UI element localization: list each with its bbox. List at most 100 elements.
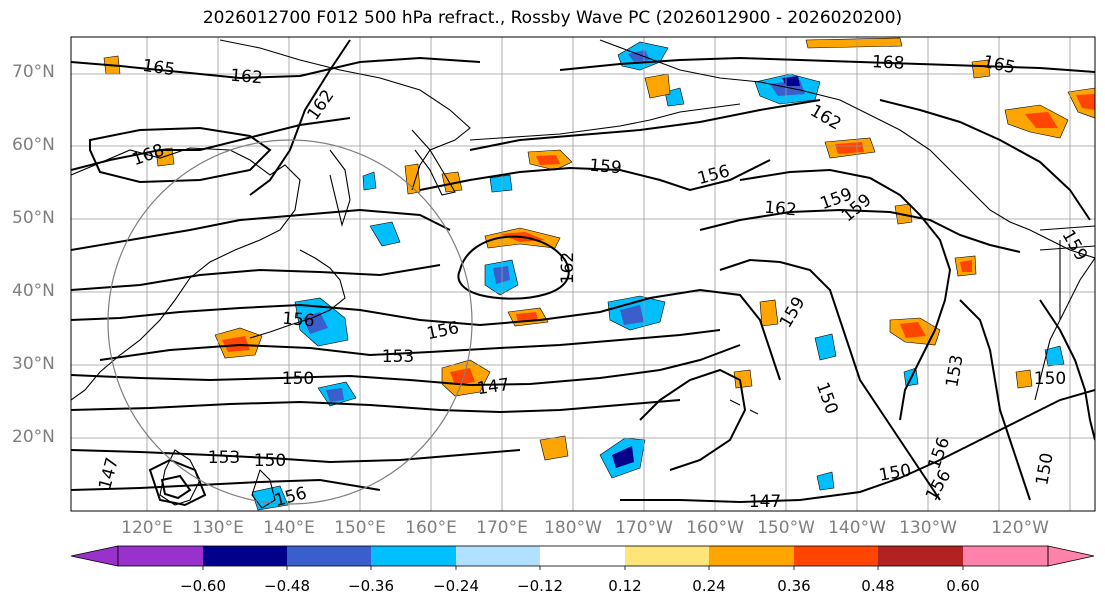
anomaly-patch xyxy=(644,73,671,99)
anomaly-patch xyxy=(155,147,175,167)
coastline-alaska xyxy=(599,39,1095,259)
contour-line xyxy=(148,458,207,507)
anomaly-patch xyxy=(835,142,864,154)
anomaly-patch xyxy=(1044,345,1065,367)
contour-label: 147 xyxy=(749,492,781,512)
coastline-hawaii xyxy=(729,399,759,415)
colorbar-tick-label: −0.60 xyxy=(180,577,226,595)
contour-label: 150 xyxy=(1034,369,1066,389)
lon-label: 160°W xyxy=(686,518,744,538)
anomaly-patch xyxy=(816,471,835,491)
colorbar-bin xyxy=(287,546,371,566)
anomaly-patch xyxy=(759,299,779,327)
contour-line xyxy=(1039,299,1095,441)
anomaly-patch xyxy=(612,446,634,468)
lat-label: 40°N xyxy=(12,281,55,301)
anomaly-patch xyxy=(362,171,377,191)
colorbar-tick-label: 0.48 xyxy=(861,577,895,595)
colorbar-bin xyxy=(709,546,794,566)
anomaly-patch xyxy=(369,221,401,247)
colorbar-bin xyxy=(118,546,203,566)
lon-label: 140°E xyxy=(263,518,315,538)
contour-line xyxy=(99,329,721,361)
anomaly-patch xyxy=(539,435,569,461)
contour-line xyxy=(71,399,681,414)
contour-line xyxy=(71,264,441,291)
lon-label: 160°E xyxy=(405,518,457,538)
contour-label: 159 xyxy=(588,156,622,179)
contour-labels: 165 162 162 168 165 168 159 156 162 162 … xyxy=(95,52,1091,512)
lon-label: 140°W xyxy=(828,518,886,538)
lon-label: 170°E xyxy=(476,518,528,538)
contour-label: 162 xyxy=(558,252,578,284)
lat-label: 50°N xyxy=(12,208,55,228)
anomaly-patch xyxy=(1076,94,1095,110)
anomaly-patch xyxy=(971,59,991,79)
contour-line xyxy=(71,117,351,171)
lat-label: 70°N xyxy=(12,62,55,82)
graticule xyxy=(71,37,1095,511)
coastlines xyxy=(71,39,1095,509)
contour-line xyxy=(419,159,771,192)
colorbar-tick-label: −0.36 xyxy=(348,577,394,595)
colorbar-tick-label: 0.24 xyxy=(692,577,726,595)
lon-label: 180°W xyxy=(544,518,602,538)
contour-line xyxy=(71,288,781,381)
height-contours xyxy=(71,39,1095,507)
colorbar-tick-label: −0.24 xyxy=(433,577,479,595)
reference-circle xyxy=(107,139,473,505)
lat-label: 60°N xyxy=(12,135,55,155)
colorbar-bin xyxy=(371,546,456,566)
contour-line xyxy=(249,39,351,196)
map-plot-area: 165 162 162 168 165 168 159 156 162 162 … xyxy=(71,37,1095,512)
contour-label: 156 xyxy=(281,309,315,332)
map-background xyxy=(71,37,1095,511)
lat-label: 20°N xyxy=(12,427,55,447)
anomaly-patch xyxy=(516,312,538,322)
contour-line xyxy=(719,258,941,501)
anomaly-patch xyxy=(960,260,972,272)
colorbar-tick-label: 0.12 xyxy=(608,577,642,595)
contour-line xyxy=(959,299,1031,501)
anomaly-patch xyxy=(493,266,510,284)
colorbar-bin xyxy=(625,546,709,566)
contour-label: 150 xyxy=(254,451,286,471)
anomaly-patch xyxy=(782,76,800,86)
anomaly-patch xyxy=(222,336,250,352)
coastline-taiwan-phil xyxy=(159,449,201,506)
anomaly-patch xyxy=(814,333,837,361)
contour-line xyxy=(457,235,570,300)
anomaly-patch xyxy=(900,322,926,338)
colorbar-bin xyxy=(878,546,963,566)
contour-label: 165 xyxy=(141,56,176,80)
lon-label: 120°W xyxy=(991,518,1049,538)
anomaly-patch xyxy=(326,388,344,402)
coastline-asia xyxy=(71,147,301,401)
map-frame xyxy=(70,36,1096,512)
contour-label: 147 xyxy=(476,375,511,399)
colorbar-bin xyxy=(794,546,878,566)
colorbar-tick-label: −0.48 xyxy=(264,577,310,595)
coastline-siberia xyxy=(219,39,471,191)
coastline-kamchatka xyxy=(411,129,456,196)
lat-label: 30°N xyxy=(12,354,55,374)
colorbar-bin xyxy=(540,546,625,566)
contour-line xyxy=(71,344,741,387)
colorbar-tick-label: −0.12 xyxy=(517,577,563,595)
contour-label: 153 xyxy=(382,347,414,367)
colorbar-bin xyxy=(963,546,1048,566)
anomaly-patch xyxy=(303,312,328,334)
anomaly-patch xyxy=(1025,112,1058,128)
contour-line xyxy=(71,56,481,80)
colorbar xyxy=(70,545,1095,570)
contour-line xyxy=(160,474,192,500)
contour-line xyxy=(699,208,1021,253)
contour-line xyxy=(639,368,747,471)
contour-label: 162 xyxy=(229,66,263,89)
colorbar-left-arrow xyxy=(70,545,119,567)
colorbar-bin xyxy=(203,546,287,566)
coastline-na-west xyxy=(1034,257,1095,401)
anomaly-patch xyxy=(489,174,513,193)
map-title: 2026012700 F012 500 hPa refract., Rossby… xyxy=(202,8,903,28)
